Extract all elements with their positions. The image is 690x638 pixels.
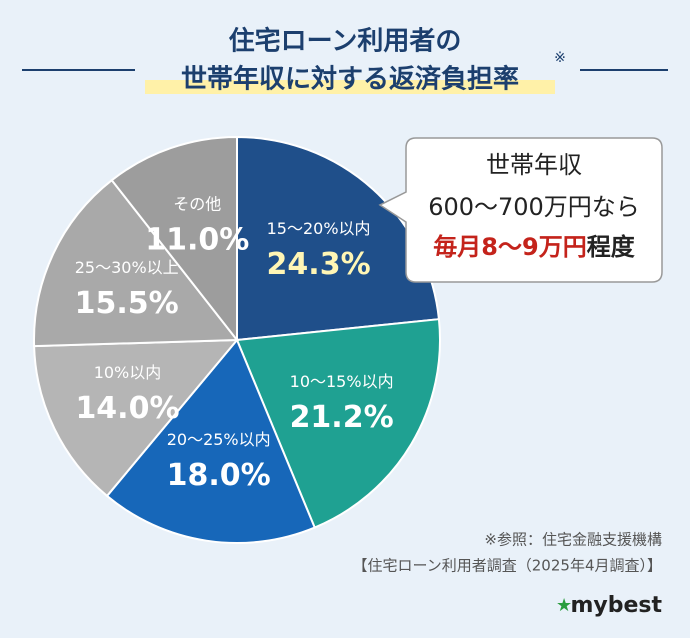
slice-label: 15〜20%以内 bbox=[267, 219, 371, 238]
slice-label: 20〜25%以内 bbox=[167, 430, 271, 449]
slice-label: その他 bbox=[173, 194, 221, 213]
chart-title: 世帯年収に対する返済負担率 bbox=[181, 64, 519, 95]
value-label: 21.2% bbox=[290, 400, 394, 435]
slice-label: 10%以内 bbox=[94, 363, 162, 382]
brand-star: ★ bbox=[556, 595, 572, 616]
value-label: 11.0% bbox=[145, 222, 249, 257]
source: 【住宅ローン利用者調査（2025年4月調査）】 bbox=[353, 557, 662, 575]
callout-box bbox=[378, 137, 663, 283]
pie-slice bbox=[33, 178, 240, 348]
title-highlight bbox=[145, 80, 555, 94]
callout-text: 毎月8〜9万円程度 bbox=[433, 233, 635, 261]
value-label: 18.0% bbox=[167, 458, 271, 493]
brand: mybest bbox=[570, 593, 662, 618]
callout-text: 世帯年収 bbox=[486, 151, 582, 179]
callout-tail: 程度 bbox=[587, 233, 636, 261]
pie-slice bbox=[235, 318, 441, 529]
slice-label: 10〜15%以内 bbox=[290, 372, 394, 391]
callout-text: 600〜700万円なら bbox=[428, 193, 640, 221]
callout-highlight: 毎月8〜9万円 bbox=[433, 233, 586, 261]
pie-slice bbox=[33, 338, 240, 498]
pie-slice bbox=[110, 135, 238, 343]
chart-title: 住宅ローン利用者の bbox=[229, 26, 462, 57]
slice-label: 25〜30%以上 bbox=[75, 258, 179, 277]
pie: 15〜20%以内 24.3% 10〜15%以内 21.2% 20〜25%以内 18.0% 1… bbox=[33, 135, 441, 544]
value-label: 24.3% bbox=[267, 247, 371, 282]
pie-slice bbox=[236, 135, 441, 342]
value-label: 15.5% bbox=[75, 286, 179, 321]
source: ※参照：住宅金融支援機構 bbox=[484, 531, 662, 549]
value-label: 14.0% bbox=[75, 391, 179, 426]
pie-slice bbox=[105, 338, 316, 544]
title-note: ※ bbox=[554, 50, 566, 66]
